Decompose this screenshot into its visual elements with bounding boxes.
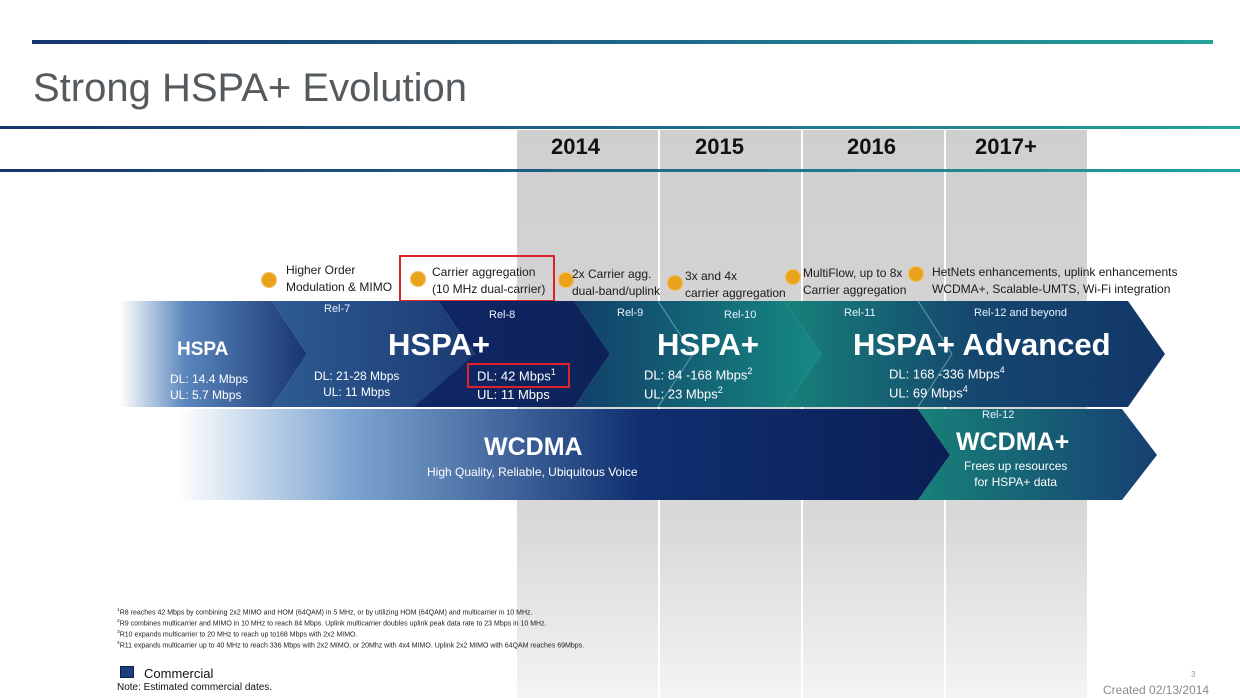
feature-line: dual-band/uplink: [572, 284, 661, 298]
rel-divider: [917, 353, 953, 408]
feature-line: 2x Carrier agg.: [572, 267, 652, 281]
footnote: 4R11 expands multicarrier up to 40 MHz t…: [117, 641, 585, 650]
year-label: 2015: [695, 134, 744, 159]
hspa-advanced-title: HSPA+ Advanced: [853, 327, 1111, 362]
hspa-dl: DL: 14.4 Mbps: [170, 372, 249, 386]
release-label: Rel-8: [489, 309, 516, 321]
feature-2x-carrier: 2x Carrier agg. dual-band/uplink: [572, 266, 660, 300]
hspa-plus-title: HSPA+: [388, 327, 490, 362]
rel7-ul: UL: 11 Mbps: [323, 385, 391, 399]
desc-line: Frees up resources: [964, 459, 1068, 473]
wcdma-title: WCDMA: [484, 433, 583, 461]
feature-line: carrier aggregation: [685, 286, 786, 300]
feature-line: Higher Order: [286, 263, 356, 277]
feature-dot-icon: [410, 271, 426, 287]
feature-carrier-aggregation: Carrier aggregation (10 MHz dual-carrier…: [432, 264, 545, 298]
feature-line: HetNets enhancements, uplink enhancement…: [932, 265, 1178, 279]
rel-divider: [657, 353, 694, 408]
feature-dot-icon: [558, 272, 574, 288]
year-label: 2016: [847, 134, 896, 159]
rel9-rel10-band: [574, 301, 822, 407]
wcdma-plus-title: WCDMA+: [956, 428, 1070, 456]
wcdma-description: High Quality, Reliable, Ubiquitous Voice: [427, 465, 638, 479]
footnote: 2R9 combines multicarrier and MIMO in 10…: [117, 619, 547, 628]
legend-note: Note: Estimated commercial dates.: [117, 682, 273, 693]
year-band-bottom-line: [0, 169, 1240, 172]
feature-line: MultiFlow, up to 8x: [803, 266, 903, 280]
wcdma-plus-description: Frees up resources for HSPA+ data: [964, 458, 1067, 490]
release-label: Rel-12: [982, 409, 1015, 421]
release-label: Rel-10: [724, 309, 757, 321]
feature-multiflow: MultiFlow, up to 8x Carrier aggregation: [803, 265, 906, 299]
footnote: 3R10 expands multicarrier to 20 MHz to r…: [117, 630, 358, 639]
rel8-ul: UL: 11 Mbps: [477, 387, 550, 402]
release-label: Rel-11: [844, 307, 876, 319]
release-label: Rel-9: [617, 307, 644, 319]
feature-dot-icon: [261, 272, 277, 288]
wcdma-band: [178, 409, 950, 500]
feature-line: WCDMA+, Scalable-UMTS, Wi-Fi integration: [932, 282, 1171, 296]
adv-ul: UL: 69 Mbps4: [889, 384, 968, 401]
feature-line: Carrier aggregation: [803, 283, 907, 297]
legend-swatch-icon: [120, 666, 134, 678]
footnote: 1R8 reaches 42 Mbps by combining 2x2 MIM…: [117, 608, 533, 617]
rel9-ul: UL: 23 Mbps2: [644, 385, 723, 402]
wcdma-plus-band: [918, 409, 1157, 500]
feature-dot-icon: [908, 266, 924, 282]
hspa-ul: UL: 5.7 Mbps: [170, 388, 242, 402]
feature-dot-icon: [667, 275, 683, 291]
hspa-title: HSPA: [177, 339, 229, 360]
adv-dl: DL: 168 -336 Mbps4: [889, 365, 1005, 382]
rel8-band: [414, 301, 610, 407]
rel-divider: [657, 300, 694, 355]
feature-line: Modulation & MIMO: [286, 280, 393, 294]
rel7-rates: DL: 21-28 Mbps UL: 11 Mbps: [314, 368, 399, 400]
rel7-dl: DL: 21-28 Mbps: [314, 369, 400, 383]
hspa-advanced-band: [784, 301, 1165, 407]
feature-3x-4x-carrier: 3x and 4x carrier aggregation: [685, 268, 786, 302]
rel7-band: [272, 301, 475, 407]
hspa-rates: DL: 14.4 Mbps UL: 5.7 Mbps: [170, 371, 248, 403]
feature-line: 3x and 4x: [685, 269, 738, 283]
year-label: 2014: [551, 134, 600, 159]
desc-line: for HSPA+ data: [974, 475, 1058, 489]
release-label: Rel-12 and beyond: [974, 307, 1067, 319]
created-date: Created 02/13/2014: [1103, 683, 1210, 697]
feature-dot-icon: [785, 269, 801, 285]
page-number: 3: [1191, 670, 1196, 679]
highlight-box: [467, 363, 570, 388]
feature-line: (10 MHz dual-carrier): [432, 282, 546, 296]
year-band-top-line: [0, 126, 1240, 129]
top-accent-line: [32, 40, 1213, 44]
feature-hom-mimo: Higher Order Modulation & MIMO: [286, 262, 392, 296]
hspa-band: [120, 301, 307, 407]
legend-commercial: Commercial: [144, 666, 214, 681]
page-title: Strong HSPA+ Evolution: [33, 66, 467, 110]
year-label: 2017+: [975, 134, 1037, 159]
rel-divider: [917, 300, 953, 355]
feature-line: Carrier aggregation: [432, 265, 536, 279]
feature-hetnets: HetNets enhancements, uplink enhancement…: [932, 264, 1177, 298]
hspa-plus-title: HSPA+: [657, 327, 759, 362]
release-label: Rel-7: [324, 303, 351, 315]
rel9-dl: DL: 84 -168 Mbps2: [644, 366, 753, 383]
rel8-dl: DL: 42 Mbps1: [477, 367, 556, 384]
